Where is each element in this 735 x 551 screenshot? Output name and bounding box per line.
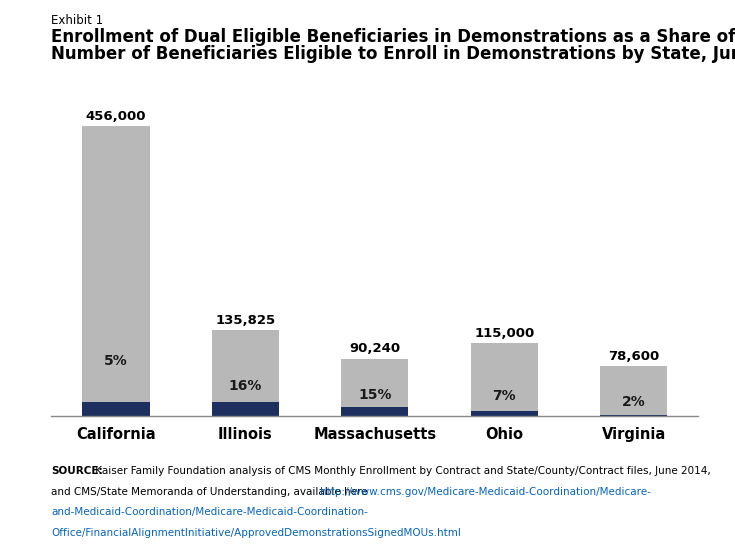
Text: Exhibit 1: Exhibit 1: [51, 14, 104, 27]
Bar: [470, 343, 538, 411]
Text: Office/FinancialAlignmentInitiative/ApprovedDemonstrationsSignedMOUs.html: Office/FinancialAlignmentInitiative/Appr…: [51, 528, 462, 538]
Text: FAMILY: FAMILY: [637, 505, 690, 520]
Text: SOURCE:: SOURCE:: [51, 466, 103, 476]
Text: 115,000: 115,000: [474, 327, 534, 340]
Text: Number of Beneficiaries Eligible to Enroll in Demonstrations by State, June 2014: Number of Beneficiaries Eligible to Enro…: [51, 45, 735, 63]
Bar: [82, 126, 150, 402]
Bar: [82, 402, 150, 416]
Text: and-Medicaid-Coordination/Medicare-Medicaid-Coordination-: and-Medicaid-Coordination/Medicare-Medic…: [51, 507, 368, 517]
Text: and CMS/State Memoranda of Understanding, available here: and CMS/State Memoranda of Understanding…: [51, 487, 371, 496]
Bar: [341, 359, 409, 407]
Bar: [212, 402, 279, 416]
Bar: [600, 366, 667, 415]
Text: 16%: 16%: [229, 380, 262, 393]
Bar: [600, 415, 667, 416]
Text: 135,825: 135,825: [215, 314, 276, 327]
Text: THE HENRY J.: THE HENRY J.: [644, 481, 683, 486]
Bar: [341, 407, 409, 416]
Bar: [212, 329, 279, 402]
Text: Kaiser Family Foundation analysis of CMS Monthly Enrollment by Contract and Stat: Kaiser Family Foundation analysis of CMS…: [92, 466, 711, 476]
Text: 5%: 5%: [104, 354, 128, 369]
Bar: [470, 411, 538, 416]
Text: 456,000: 456,000: [86, 110, 146, 123]
Text: http://www.cms.gov/Medicare-Medicaid-Coordination/Medicare-: http://www.cms.gov/Medicare-Medicaid-Coo…: [320, 487, 650, 496]
Text: FOUNDATION: FOUNDATION: [637, 525, 690, 531]
Text: 90,240: 90,240: [349, 343, 401, 355]
Text: 7%: 7%: [492, 389, 516, 403]
Text: Enrollment of Dual Eligible Beneficiaries in Demonstrations as a Share of the: Enrollment of Dual Eligible Beneficiarie…: [51, 28, 735, 46]
Text: 2%: 2%: [622, 395, 645, 409]
Text: 15%: 15%: [358, 387, 392, 402]
Text: 78,600: 78,600: [608, 350, 659, 363]
Text: KAISER: KAISER: [635, 491, 692, 506]
